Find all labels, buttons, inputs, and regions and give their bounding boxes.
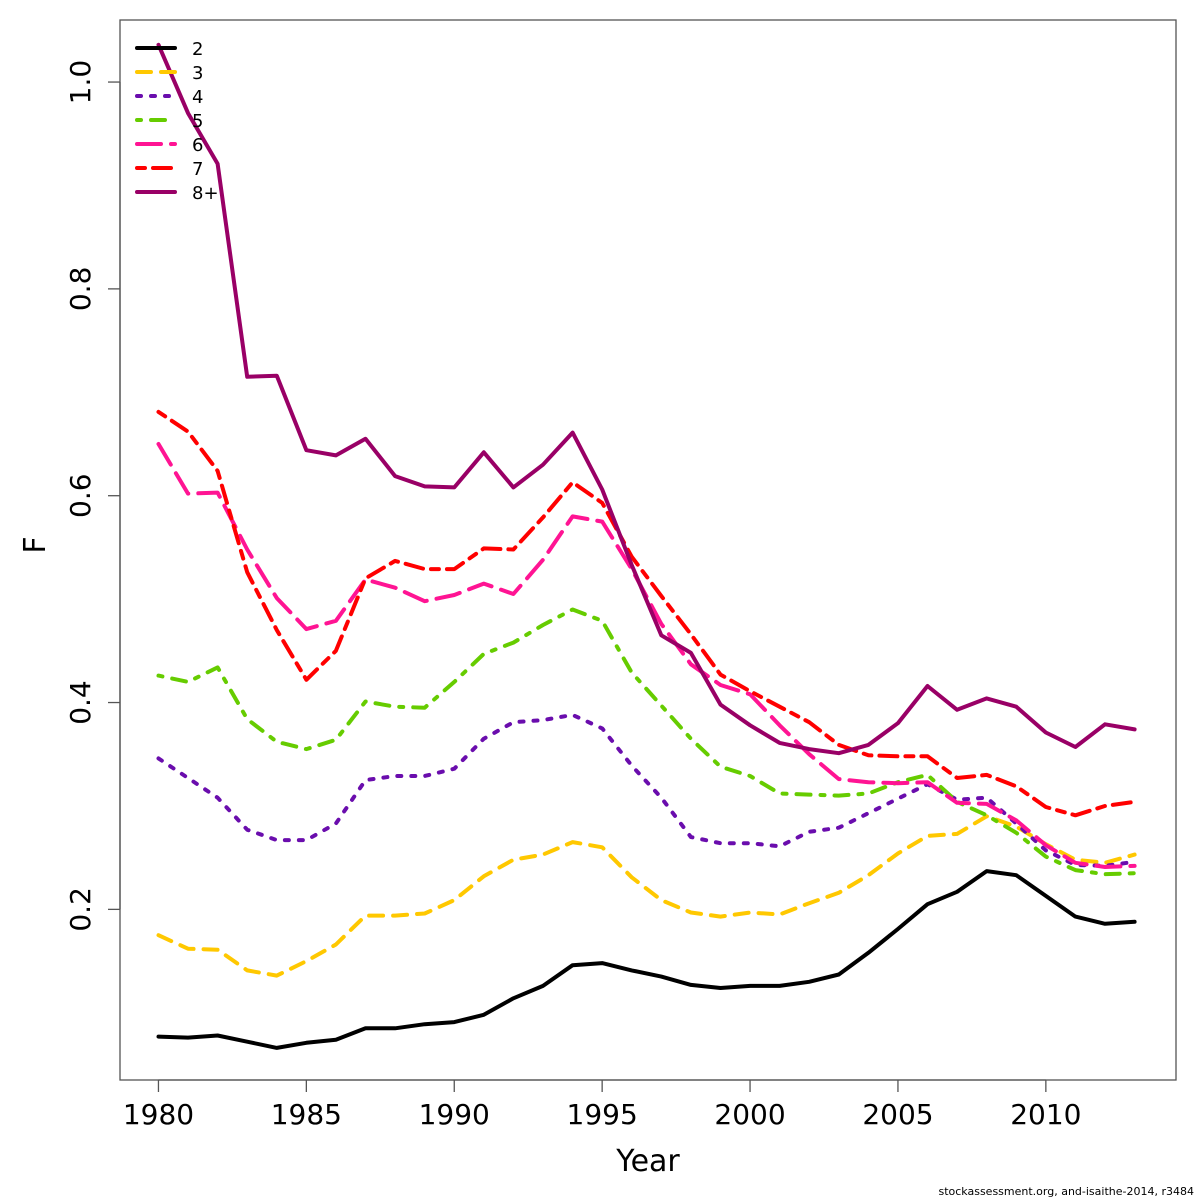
y-axis: 0.2 0.4 0.6 0.8 1.0	[64, 60, 121, 932]
legend-label: 2	[192, 39, 203, 60]
y-tick-label: 0.2	[64, 887, 97, 932]
series-line-7	[156, 409, 1137, 818]
legend-label: 3	[192, 63, 203, 84]
y-tick-label: 1.0	[64, 60, 97, 105]
x-tick-label: 1990	[419, 1098, 490, 1131]
x-tick-label: 1980	[123, 1098, 194, 1131]
series-line-8plus	[156, 42, 1137, 756]
x-axis-label: Year	[615, 1144, 680, 1179]
legend-label: 7	[192, 159, 203, 180]
y-tick-label: 0.4	[64, 680, 97, 725]
series-line-2	[156, 869, 1137, 1050]
series-line-5	[156, 607, 1137, 877]
legend: 2 3 4 5 6 7 8+	[135, 39, 219, 204]
legend-label: 5	[192, 111, 203, 132]
series-line-4	[156, 712, 1137, 868]
y-tick-label: 0.6	[64, 473, 97, 518]
y-axis-label: F	[18, 536, 53, 553]
x-tick-label: 1985	[271, 1098, 342, 1131]
legend-label: 6	[192, 135, 203, 156]
series-layer	[156, 42, 1137, 1050]
legend-label: 8+	[192, 183, 219, 204]
series-line-6	[156, 442, 1137, 869]
y-tick-label: 0.8	[64, 267, 97, 312]
footer-credit: stockassessment.org, and-isaithe-2014, r…	[938, 1185, 1194, 1198]
x-tick-label: 2005	[862, 1098, 933, 1131]
plot-frame	[119, 19, 1177, 1081]
x-axis: 1980 1985 1990 1995 2000 2005 2010	[123, 1079, 1081, 1131]
x-tick-label: 2000	[714, 1098, 785, 1131]
legend-label: 4	[192, 87, 203, 108]
series-line-3	[156, 814, 1137, 978]
x-tick-label: 1995	[567, 1098, 638, 1131]
x-tick-label: 2010	[1010, 1098, 1081, 1131]
